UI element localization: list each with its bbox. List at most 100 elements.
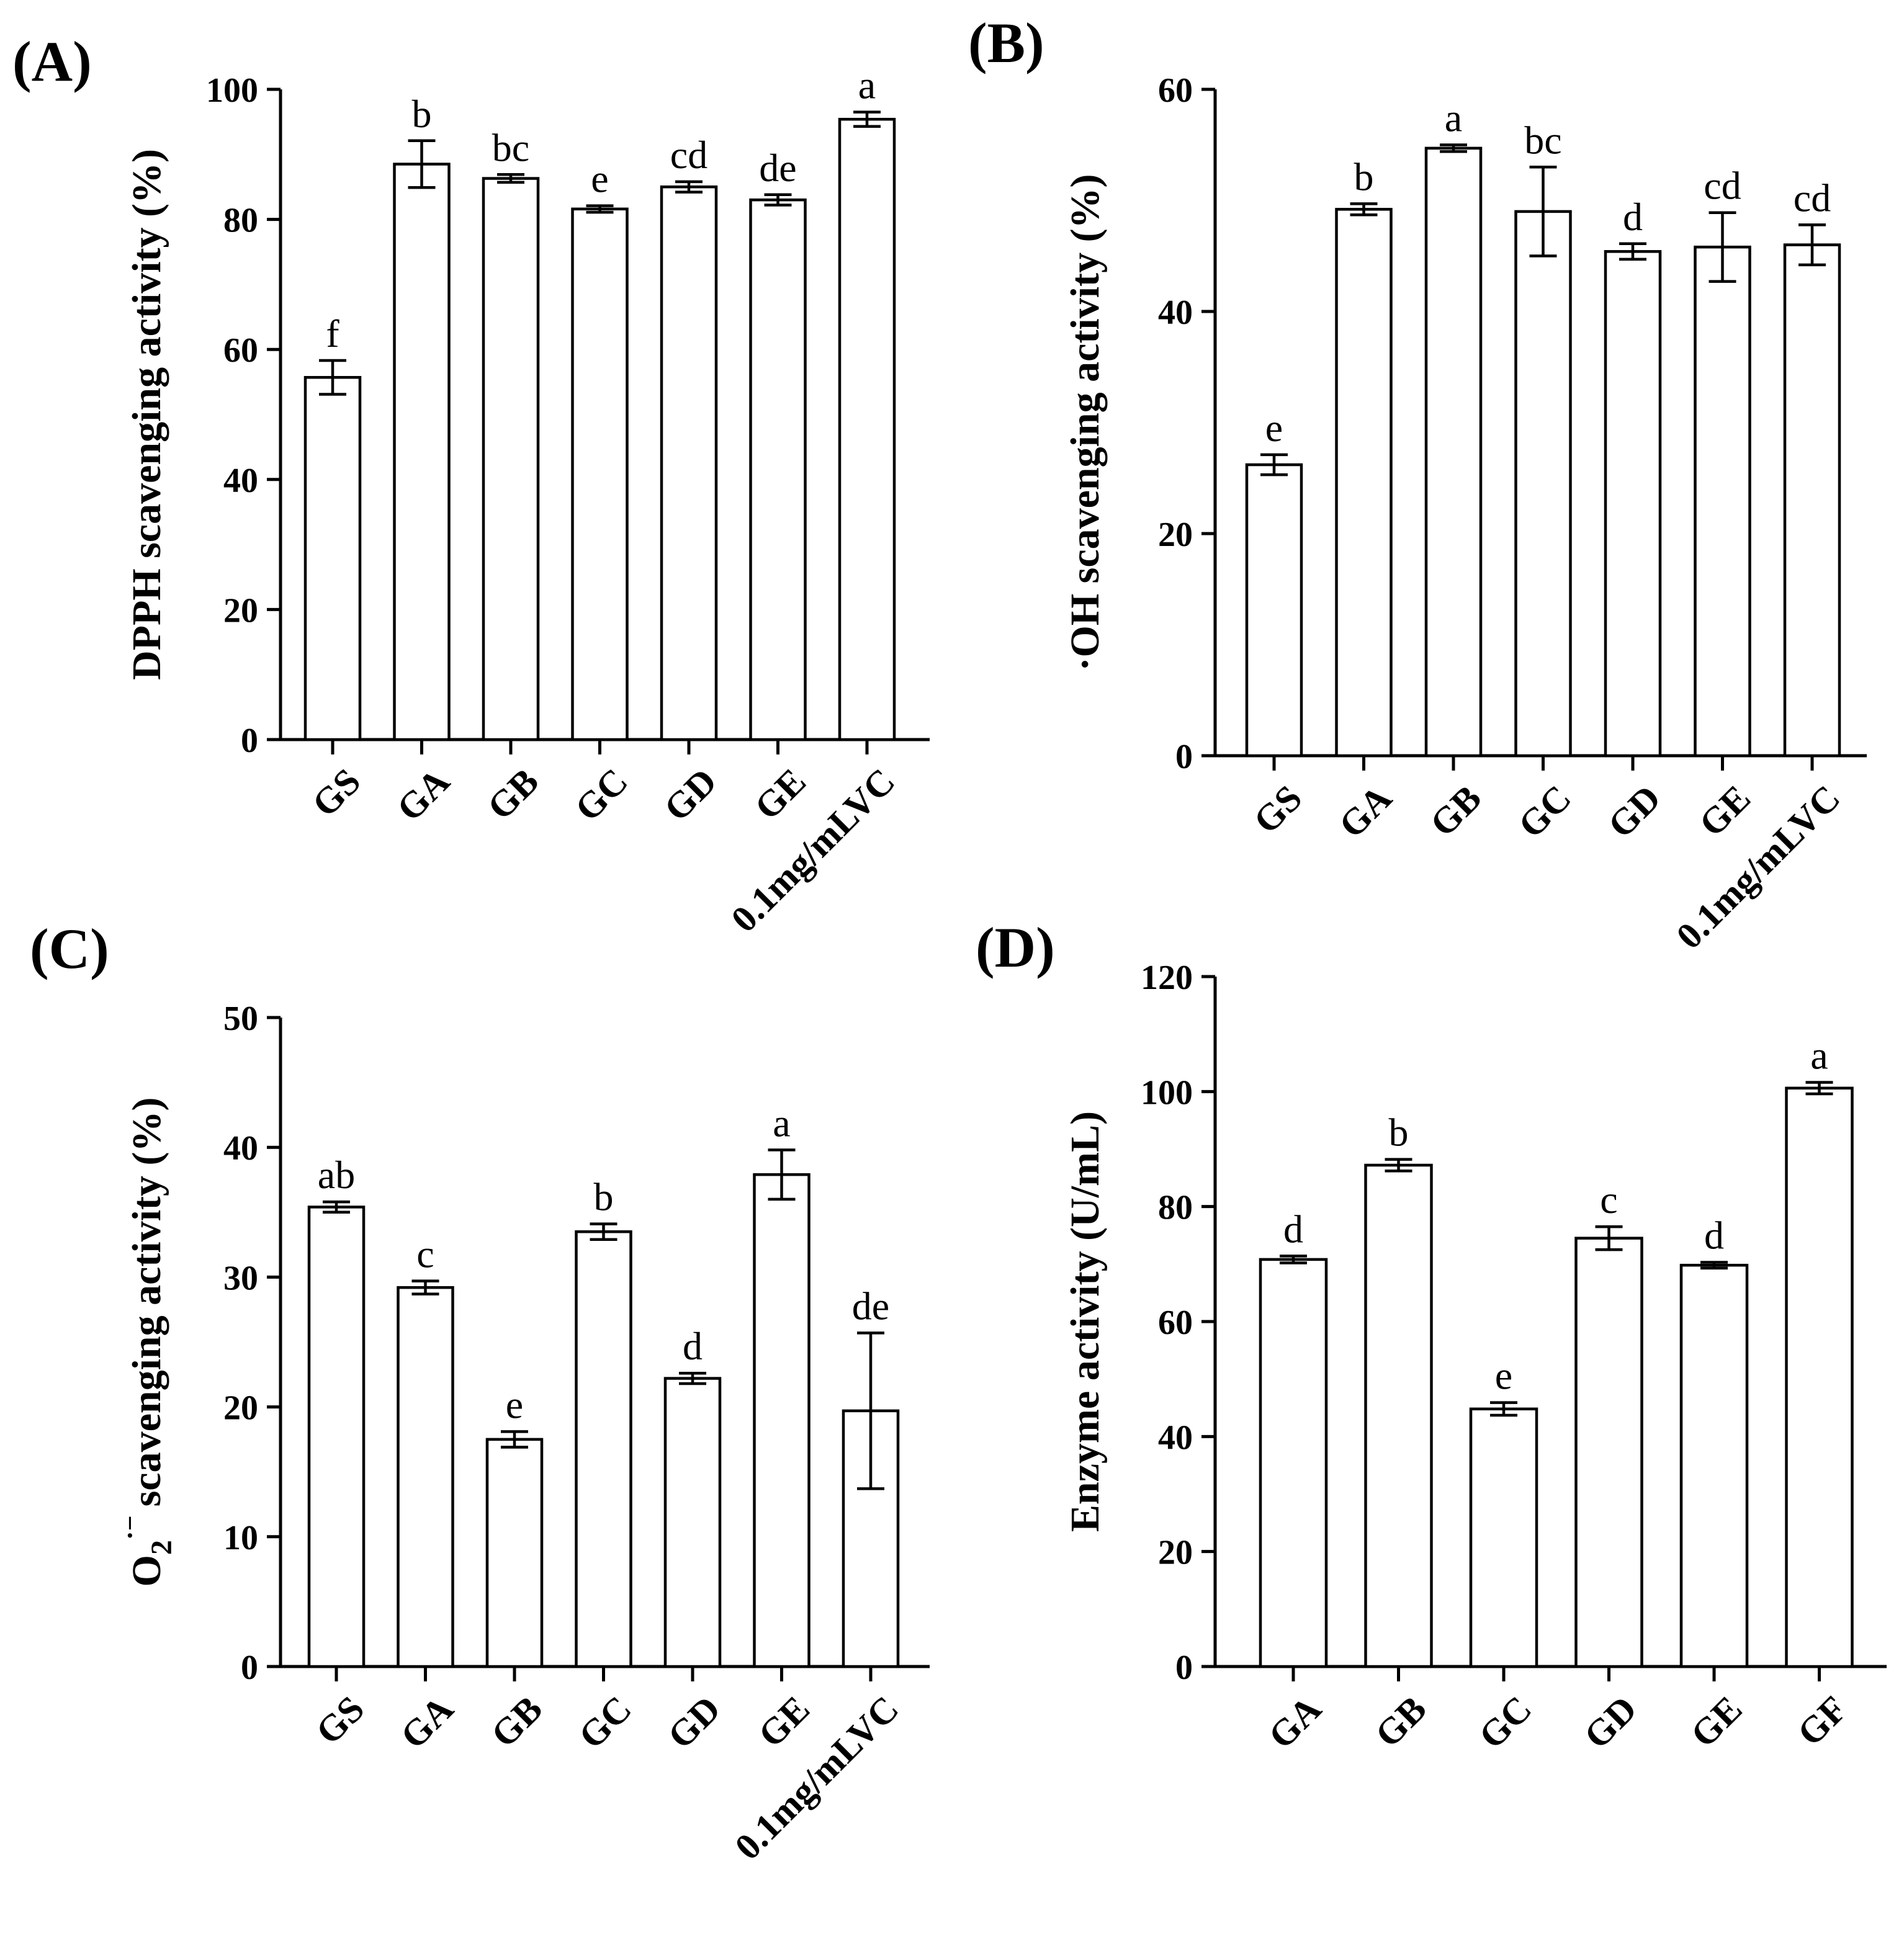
chart-panel-a: (A) 0 20 40 60 80 100 DPPH scavenging activity … xyxy=(12,30,930,940)
significance-letter: c xyxy=(416,1232,434,1276)
bar xyxy=(838,117,896,741)
chart-panel-c: (C) 0 10 20 30 40 50 O2·− scavenging activity (%… xyxy=(30,917,930,1868)
y-tick-label: 80 xyxy=(223,202,258,240)
chart-panel-d: (D) 0 20 40 60 80 100 120 Enzyme activity (U/mL)… xyxy=(976,916,1887,1756)
panel-label: (B) xyxy=(968,11,1044,74)
x-tick-label: GC xyxy=(571,1688,639,1756)
x-tick-label: GE xyxy=(1691,777,1758,844)
bar xyxy=(1785,1086,1854,1668)
significance-letter: ab xyxy=(318,1153,355,1197)
x-tick-label: GE xyxy=(1682,1688,1749,1755)
significance-letter: d xyxy=(683,1324,703,1368)
significance-letter: f xyxy=(326,311,339,356)
significance-letter: e xyxy=(506,1382,523,1426)
y-tick-label: 80 xyxy=(1158,1189,1193,1227)
panel-label: (A) xyxy=(12,30,92,93)
significance-letter: a xyxy=(773,1101,790,1145)
y-axis-title-superscript: ·− xyxy=(115,1515,145,1540)
bar xyxy=(1679,1263,1749,1668)
significance-letter: d xyxy=(1623,195,1643,239)
significance-letter: e xyxy=(1265,406,1283,450)
x-tick-label: GS xyxy=(1246,777,1309,841)
chart-panel-b: (B) 0 20 40 60 ·OH scavenging activity (%) e GS… xyxy=(968,11,1867,957)
bar xyxy=(575,1230,632,1668)
significance-letter: bc xyxy=(492,125,529,169)
y-axis-title-prefix: O xyxy=(124,1555,169,1586)
bar xyxy=(1424,146,1483,758)
significance-letter: d xyxy=(1704,1214,1724,1258)
bar xyxy=(663,1377,722,1668)
significance-letter: bc xyxy=(1524,118,1561,162)
y-tick-label: 60 xyxy=(223,331,258,370)
x-tick-label: GF xyxy=(1789,1688,1855,1754)
y-tick-label: 40 xyxy=(223,462,258,500)
significance-letter: b xyxy=(1389,1111,1409,1155)
y-tick-label: 100 xyxy=(206,71,258,110)
x-tick-label: 0.1mg/mLVC xyxy=(723,761,902,940)
bar xyxy=(1245,463,1303,758)
bar xyxy=(307,1206,366,1668)
significance-letter: c xyxy=(1600,1178,1617,1222)
x-tick-label: GB xyxy=(1367,1688,1434,1755)
x-tick-label: GB xyxy=(479,761,546,828)
x-tick-label: GS xyxy=(308,1688,372,1752)
y-tick-label: 40 xyxy=(1158,1418,1193,1457)
x-tick-label: GB xyxy=(1422,777,1489,844)
y-tick-label: 10 xyxy=(223,1519,258,1557)
x-tick-label: GB xyxy=(483,1688,550,1755)
significance-letter: a xyxy=(1810,1034,1828,1078)
x-tick-label: GC xyxy=(1471,1688,1539,1756)
significance-letter: de xyxy=(759,146,796,190)
panel-label: (C) xyxy=(30,917,109,980)
bar xyxy=(1574,1237,1643,1668)
y-tick-label: 0 xyxy=(1175,738,1193,776)
y-tick-label: 50 xyxy=(223,1000,258,1038)
significance-letter: cd xyxy=(1704,164,1741,208)
significance-letter: b xyxy=(1354,154,1374,199)
x-tick-label: GS xyxy=(304,761,368,825)
y-axis-title-subscript: 2 xyxy=(145,1540,178,1555)
y-tick-label: 60 xyxy=(1158,71,1193,110)
y-tick-label: 20 xyxy=(1158,1534,1193,1572)
x-tick-label: GE xyxy=(747,761,814,828)
bar xyxy=(1335,208,1393,758)
significance-letter: de xyxy=(852,1284,889,1328)
significance-letter: e xyxy=(591,157,608,201)
bar xyxy=(660,185,718,741)
significance-letter: cd xyxy=(670,133,707,177)
bar xyxy=(1364,1163,1433,1668)
y-tick-label: 40 xyxy=(223,1129,258,1168)
significance-letter: e xyxy=(1495,1354,1512,1398)
bar xyxy=(1259,1258,1328,1668)
bar xyxy=(1469,1407,1538,1668)
bar xyxy=(1783,243,1841,758)
x-tick-label: GD xyxy=(660,1688,728,1756)
bar xyxy=(397,1286,454,1668)
bar xyxy=(749,198,807,741)
bar xyxy=(1604,250,1662,758)
bar xyxy=(393,163,451,741)
significance-letter: b xyxy=(594,1175,614,1219)
y-tick-label: 60 xyxy=(1158,1304,1193,1342)
significance-letter: b xyxy=(412,92,432,136)
bar xyxy=(485,1438,544,1668)
x-tick-label: 0.1mg/mLVC xyxy=(1668,777,1848,957)
y-tick-label: 20 xyxy=(223,1389,258,1428)
y-tick-label: 0 xyxy=(241,722,258,760)
x-tick-label: GA xyxy=(393,1688,461,1756)
x-tick-label: GE xyxy=(750,1688,817,1755)
y-tick-label: 20 xyxy=(223,591,258,630)
x-tick-label: GC xyxy=(567,761,635,829)
bar xyxy=(1694,245,1751,758)
x-tick-label: GD xyxy=(1576,1688,1645,1756)
x-tick-label: GA xyxy=(1331,777,1399,846)
y-tick-label: 0 xyxy=(1175,1649,1193,1687)
significance-letter: cd xyxy=(1794,176,1831,220)
y-axis-title: DPPH scavenging activity (%) xyxy=(124,149,169,680)
significance-letter: a xyxy=(858,63,876,107)
x-tick-label: GD xyxy=(656,761,724,829)
x-tick-label: GC xyxy=(1511,777,1579,846)
significance-letter: a xyxy=(1445,96,1462,140)
y-tick-label: 120 xyxy=(1141,959,1193,997)
